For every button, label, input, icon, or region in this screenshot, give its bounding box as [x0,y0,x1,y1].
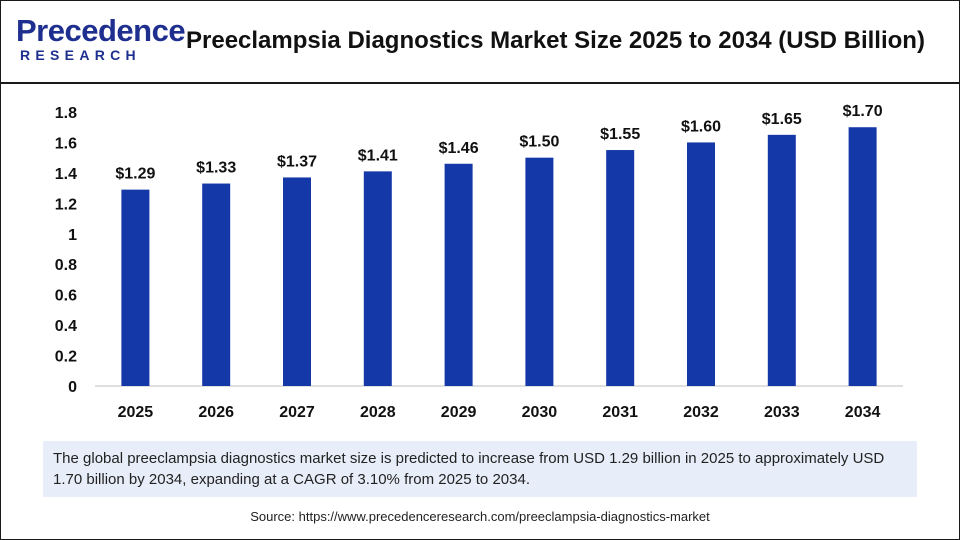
x-tick-label: 2032 [683,404,719,421]
y-tick-label: 0 [68,379,77,396]
bar [121,189,150,386]
bar-value-label: $1.37 [277,153,317,170]
x-tick-label: 2026 [198,404,234,421]
brand-logo: Precedence RESEARCH [16,14,186,70]
source-line: Source: https://www.precedenceresearch.c… [250,509,710,524]
bar-chart: 00.20.40.60.811.21.41.61.8 $1.29 $1.33 $1.… [55,103,903,421]
x-tick-label: 2029 [441,404,477,421]
bar-value-label: $1.65 [762,111,802,128]
y-tick-label: 1.2 [55,196,77,213]
x-axis: 2025 2026 2027 2028 2029 2030 2031 2032 2033 2034 [118,404,881,421]
y-tick-label: 0.2 [55,349,77,366]
x-tick-label: 2028 [360,404,396,421]
y-tick-label: 0.4 [55,318,77,335]
x-tick-label: 2030 [522,404,558,421]
logo-wordmark: Precedence [16,13,186,48]
bar-value-label: $1.46 [439,140,479,157]
bar [363,171,392,386]
x-tick-label: 2034 [845,404,881,421]
y-tick-label: 1 [68,227,77,244]
bar [202,183,231,386]
data-labels: $1.29 $1.33 $1.37 $1.41 $1.46 $1.50 $1.55 $1.60… [115,103,882,182]
bar [283,177,311,386]
chart-title: Preeclampsia Diagnostics Market Size 202… [186,27,925,54]
bar-value-label: $1.70 [843,103,883,120]
bar-value-label: $1.50 [519,134,559,151]
summary-note: The global preeclampsia diagnostics mark… [43,441,917,497]
x-tick-label: 2031 [602,404,638,421]
y-tick-label: 1.4 [55,166,77,183]
bar [687,142,715,386]
bar-value-label: $1.60 [681,118,721,135]
bar [606,150,635,386]
x-tick-label: 2027 [279,404,315,421]
bar-value-label: $1.29 [115,166,155,183]
bars [121,127,877,386]
y-tick-label: 0.8 [55,257,77,274]
x-tick-label: 2033 [764,404,800,421]
y-axis: 0 0.2 0.4 0.6 0.8 1 1.2 1.4 1.6 1.8 [55,105,77,396]
y-tick-label: 0.6 [55,288,77,305]
y-tick-label: 1.8 [55,105,77,122]
bar [767,134,796,386]
bar [848,127,877,386]
header: Precedence RESEARCH Preeclampsia Diagnos… [0,0,960,84]
logo-subtitle: RESEARCH [20,47,141,63]
bar-value-label: $1.33 [196,160,236,177]
bar [444,163,473,386]
bar-value-label: $1.55 [600,126,640,143]
x-tick-label: 2025 [118,404,154,421]
bar-value-label: $1.41 [358,147,398,164]
bar [525,157,554,386]
y-tick-label: 1.6 [55,135,77,152]
